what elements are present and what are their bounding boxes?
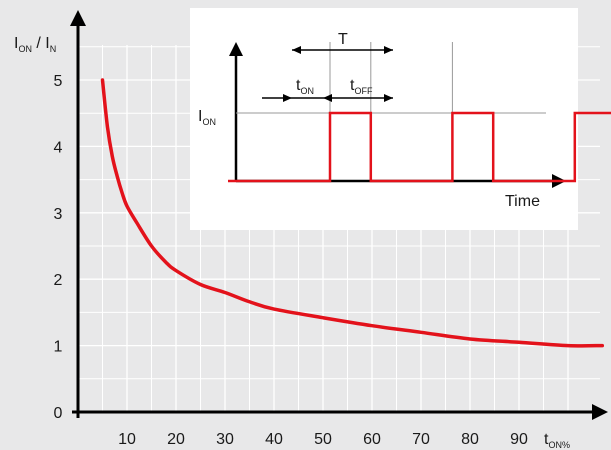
t-on-label: tON	[296, 77, 314, 96]
x-axis-title: tON%	[544, 431, 570, 450]
period-label: T	[338, 31, 348, 48]
y-tick-label: 5	[54, 73, 63, 90]
x-tick-label: 40	[265, 431, 283, 448]
y-axis-title: ION / IN	[14, 35, 56, 54]
t-on-arrow-right-head	[283, 94, 292, 102]
x-tick-label: 60	[363, 431, 381, 448]
inset-pulse-diagram: T tON tOFF ION Time	[190, 8, 611, 230]
y-tick-labels: 0 1 2 3 4 5	[54, 73, 63, 422]
main-curve-layer	[100, 78, 605, 348]
t-off-arrow-right-head	[384, 94, 393, 102]
inset-guide-lines	[329, 42, 453, 113]
inset-x-label: Time	[505, 193, 540, 210]
x-tick-label: 30	[216, 431, 234, 448]
derating-curve	[100, 78, 605, 348]
inset-y-label: ION	[198, 108, 216, 127]
t-off-label: tOFF	[350, 77, 373, 96]
x-tick-label: 70	[412, 431, 430, 448]
y-tick-label: 2	[54, 272, 63, 289]
inset-background	[190, 8, 578, 230]
period-arrow-left-head	[292, 46, 301, 54]
x-tick-label: 10	[118, 431, 136, 448]
period-arrow-right-head	[384, 46, 393, 54]
x-tick-label: 50	[314, 431, 332, 448]
x-axis-arrow	[592, 404, 608, 420]
x-tick-label: 20	[167, 431, 185, 448]
x-tick-label: 90	[510, 431, 528, 448]
y-tick-label: 1	[54, 339, 63, 356]
x-tick-labels: 10 20 30 40 50 60 70 80 90	[118, 431, 528, 448]
axes	[70, 10, 608, 420]
y-tick-label: 0	[54, 405, 63, 422]
inset-y-axis-arrow	[229, 42, 243, 56]
y-tick-label: 4	[54, 139, 63, 156]
y-tick-label: 3	[54, 206, 63, 223]
x-tick-label: 80	[461, 431, 479, 448]
y-axis-arrow	[70, 10, 86, 26]
pulse-waveform	[228, 111, 611, 183]
